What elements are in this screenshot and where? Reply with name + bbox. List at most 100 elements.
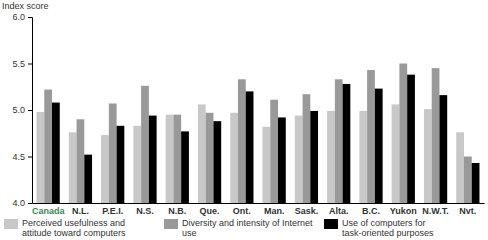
tick-label: N.S.	[136, 206, 154, 216]
legend-item: Perceived usefulness and attitude toward…	[4, 218, 128, 238]
bar	[359, 111, 367, 203]
bar	[213, 121, 221, 203]
bar	[327, 111, 335, 203]
bar	[238, 79, 246, 203]
bar	[432, 68, 440, 203]
tick: 4.5	[12, 152, 32, 162]
tick: Nvt.	[459, 206, 476, 216]
axis-line	[28, 18, 33, 204]
chart: 4.0 4.5 5.0 5.5 6.0 Canada N.L. P.E.I. N.S. N.B. Q…	[0, 0, 488, 240]
tick: 5.5	[12, 59, 32, 69]
bar	[133, 126, 141, 203]
tick-label: Sask.	[295, 206, 319, 216]
tick-mark	[28, 110, 32, 111]
bar	[117, 126, 125, 203]
bar	[181, 131, 189, 203]
tick: N.W.T.	[422, 206, 449, 216]
tick: 4.0	[12, 198, 32, 208]
bar	[173, 115, 181, 203]
tick: Que.	[200, 206, 220, 216]
bar	[464, 157, 472, 204]
legend: Perceived usefulness and attitude toward…	[4, 218, 434, 238]
bars	[37, 64, 480, 204]
tick: N.B.	[168, 206, 186, 216]
tick: Sask.	[295, 206, 319, 216]
x-axis: Canada N.L. P.E.I. N.S. N.B. Que. Ont. Man. Sask…	[32, 204, 485, 217]
bar-series	[52, 75, 479, 203]
tick-label: Man.	[264, 206, 285, 216]
bar	[295, 116, 303, 203]
tick-label: 5.5	[12, 59, 25, 69]
tick-label: N.L.	[72, 206, 89, 216]
tick: B.C.	[362, 206, 380, 216]
y-axis: 4.0 4.5 5.0 5.5 6.0	[12, 12, 32, 208]
legend-label: Use of computers for task-oriented purpo…	[342, 218, 434, 238]
bar	[101, 135, 109, 203]
legend-swatch	[324, 219, 338, 229]
tick: 5.0	[12, 105, 32, 115]
tick: N.S.	[136, 206, 154, 216]
bar	[278, 117, 286, 203]
tick-label: Ont.	[233, 206, 251, 216]
bar	[270, 100, 278, 203]
tick-label: Que.	[200, 206, 220, 216]
tick-label: 4.5	[12, 152, 25, 162]
bar	[407, 75, 415, 203]
y-axis-title: Index score	[2, 1, 49, 11]
plot: 4.0 4.5 5.0 5.5 6.0 Canada N.L. P.E.I. N.S. N.B. Q…	[12, 12, 484, 216]
bar	[109, 103, 117, 203]
bar-series	[44, 64, 471, 204]
tick-label: 5.0	[12, 105, 25, 115]
bar	[263, 127, 271, 203]
tick-label: N.W.T.	[422, 206, 449, 216]
tick-mark	[28, 203, 32, 204]
tick: N.L.	[72, 206, 89, 216]
tick: Ont.	[233, 206, 251, 216]
bar	[472, 163, 480, 203]
tick-label: N.B.	[168, 206, 186, 216]
bar	[303, 94, 311, 203]
bar	[399, 64, 407, 204]
tick: 6.0	[12, 12, 32, 22]
legend-label: Perceived usefulness and attitude toward…	[22, 218, 128, 238]
bar	[375, 89, 383, 203]
bar	[367, 70, 375, 203]
tick: Man.	[264, 206, 285, 216]
bar	[230, 113, 238, 203]
bar	[37, 112, 45, 203]
tick-label: Nvt.	[459, 206, 476, 216]
tick-label: 4.0	[12, 198, 25, 208]
legend-swatch	[164, 219, 178, 229]
tick-label: Alta.	[329, 206, 349, 216]
tick: P.E.I.	[102, 206, 123, 216]
bar	[310, 111, 318, 203]
bar	[52, 103, 60, 203]
bar	[424, 109, 432, 203]
bar	[69, 132, 77, 203]
legend-label: Diversity and intensity of Internet use	[182, 218, 315, 238]
tick: Alta.	[329, 206, 349, 216]
axis-line	[33, 203, 485, 204]
bar	[335, 79, 343, 203]
bar	[206, 113, 214, 203]
tick-label: Canada	[32, 206, 66, 216]
tick-label: B.C.	[362, 206, 380, 216]
tick-label: 6.0	[12, 12, 25, 22]
tick-mark	[28, 64, 32, 65]
bar	[198, 104, 206, 203]
bar	[84, 155, 92, 203]
tick-label: P.E.I.	[102, 206, 123, 216]
bar	[343, 84, 351, 203]
legend-item: Use of computers for task-oriented purpo…	[324, 218, 434, 238]
bar	[456, 132, 464, 203]
legend-swatch	[4, 219, 18, 229]
bar	[392, 104, 400, 203]
bar	[439, 95, 447, 203]
tick: Yukon	[390, 206, 417, 216]
tick: Canada	[32, 206, 66, 216]
bar	[246, 91, 254, 203]
tick-mark	[28, 17, 32, 18]
bar	[166, 115, 174, 203]
bar	[149, 116, 157, 203]
tick-mark	[28, 157, 32, 158]
